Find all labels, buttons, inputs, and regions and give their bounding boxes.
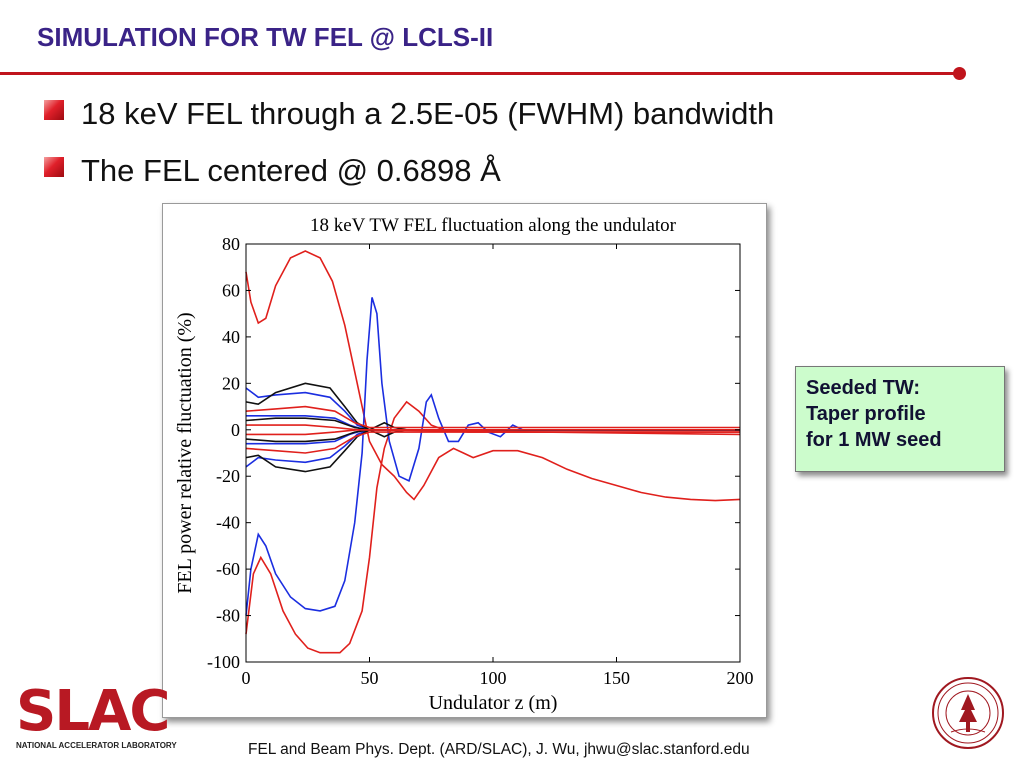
bullet-item: 18 keV FEL through a 2.5E-05 (FWHM) band… — [44, 96, 774, 132]
y-axis-label: FEL power relative fluctuation (%) — [174, 312, 196, 593]
stanford-university-seal-icon — [932, 677, 1004, 749]
y-tick-label: -80 — [216, 606, 240, 626]
series-line-13 — [245, 405, 740, 429]
bullet-text: 18 keV FEL through a 2.5E-05 (FWHM) band… — [81, 96, 775, 131]
y-tick-label: -60 — [216, 559, 240, 579]
chart-title: 18 keV TW FEL fluctuation along the undu… — [310, 215, 677, 236]
bullet-square-icon — [44, 157, 64, 177]
footer-text: FEL and Beam Phys. Dept. (ARD/SLAC), J. … — [248, 741, 750, 758]
callout-line: Taper profile — [806, 403, 926, 425]
slac-logo-subtitle: NATIONAL ACCELERATOR LABORATORY — [16, 741, 177, 750]
x-axis-label: Undulator z (m) — [429, 692, 558, 714]
x-tick-label: 50 — [361, 668, 379, 688]
slide-title: SIMULATION FOR TW FEL @ LCLS-II — [37, 22, 494, 52]
slac-logo-letters: SLAC — [16, 679, 170, 744]
plot-area-frame — [245, 243, 741, 663]
line-chart: 0 50 100 150 200806040200-20-40-60-80-10018 … — [174, 215, 754, 714]
series-line-14 — [245, 431, 740, 454]
title-rule-endpoint — [953, 67, 966, 80]
x-tick-label: 100 — [480, 668, 507, 688]
slac-logo: SLAC NATIONAL ACCELERATOR LABORATORY — [14, 679, 194, 755]
y-tick-label: -100 — [207, 652, 240, 672]
y-tick-label: 0 — [231, 420, 240, 440]
x-tick-label: 200 — [727, 668, 754, 688]
series-line-4 — [245, 429, 740, 468]
callout-line: for 1 MW seed — [806, 429, 942, 451]
y-tick-label: 20 — [222, 373, 240, 393]
title-rule — [0, 72, 956, 75]
series-line-7 — [245, 382, 740, 431]
y-tick-label: 40 — [222, 327, 240, 347]
y-tick-label: 80 — [222, 234, 240, 254]
callout-line: Seeded TW: — [806, 377, 921, 399]
y-tick-label: -20 — [216, 466, 240, 486]
series-line-0 — [245, 250, 741, 502]
series-line-2 — [245, 297, 740, 616]
bullet-item: The FEL centered @ 0.6898 Å — [44, 153, 501, 189]
bullet-square-icon — [44, 100, 64, 120]
y-tick-label: -40 — [216, 513, 240, 533]
callout-box: Seeded TW: Taper profile for 1 MW seed — [795, 366, 1005, 472]
x-tick-label: 150 — [603, 668, 630, 688]
bullet-text: The FEL centered @ 0.6898 Å — [81, 153, 501, 188]
chart-panel: 0 50 100 150 200 80 60 40 20 0 -20 -40 -60 -80 -100 18 … — [162, 203, 767, 718]
y-tick-label: 60 — [222, 280, 240, 300]
x-tick-label: 0 — [242, 668, 251, 688]
